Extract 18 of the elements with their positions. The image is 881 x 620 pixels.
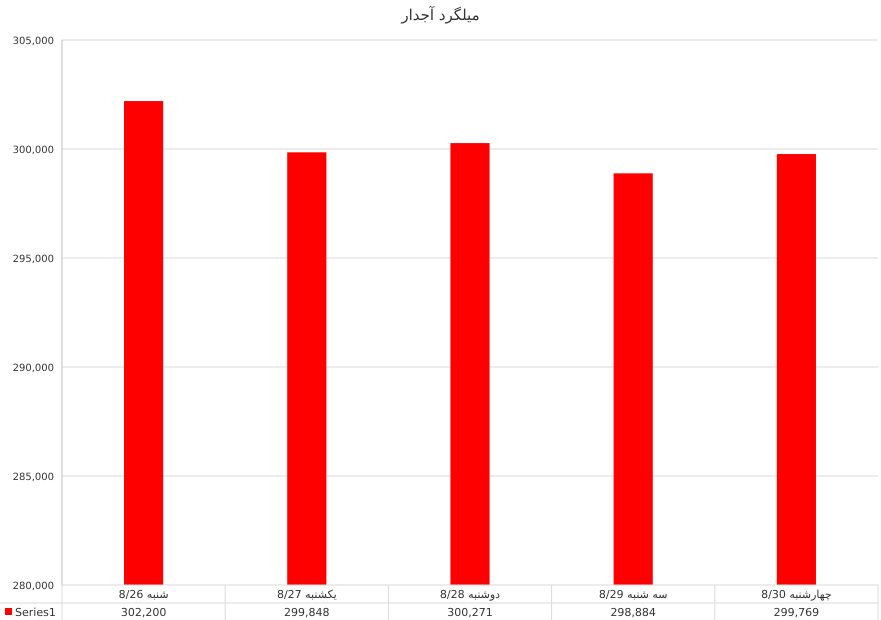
chart-title: میلگرد آجدار — [400, 5, 480, 24]
legend-label: Series1 — [15, 606, 56, 619]
data-label: 299,769 — [774, 606, 820, 619]
data-label: 300,271 — [447, 606, 493, 619]
x-tick-label: یکشنبه 8/27 — [276, 588, 337, 601]
data-label: 302,200 — [120, 606, 166, 619]
x-tick-label: شنبه 8/26 — [118, 588, 169, 601]
y-tick-label: 280,000 — [12, 581, 54, 592]
y-tick-label: 300,000 — [12, 145, 54, 156]
y-tick-label: 295,000 — [12, 254, 54, 265]
y-tick-label: 290,000 — [12, 363, 54, 374]
x-tick-label: چهارشنبه 8/30 — [761, 588, 832, 601]
x-tick-label: سه شنبه 8/29 — [598, 588, 668, 601]
y-tick-label: 285,000 — [12, 472, 54, 483]
y-tick-label: 305,000 — [12, 36, 54, 47]
data-label: 298,884 — [610, 606, 656, 619]
data-label: 299,848 — [284, 606, 330, 619]
x-tick-label: دوشنبه 8/28 — [440, 588, 500, 601]
